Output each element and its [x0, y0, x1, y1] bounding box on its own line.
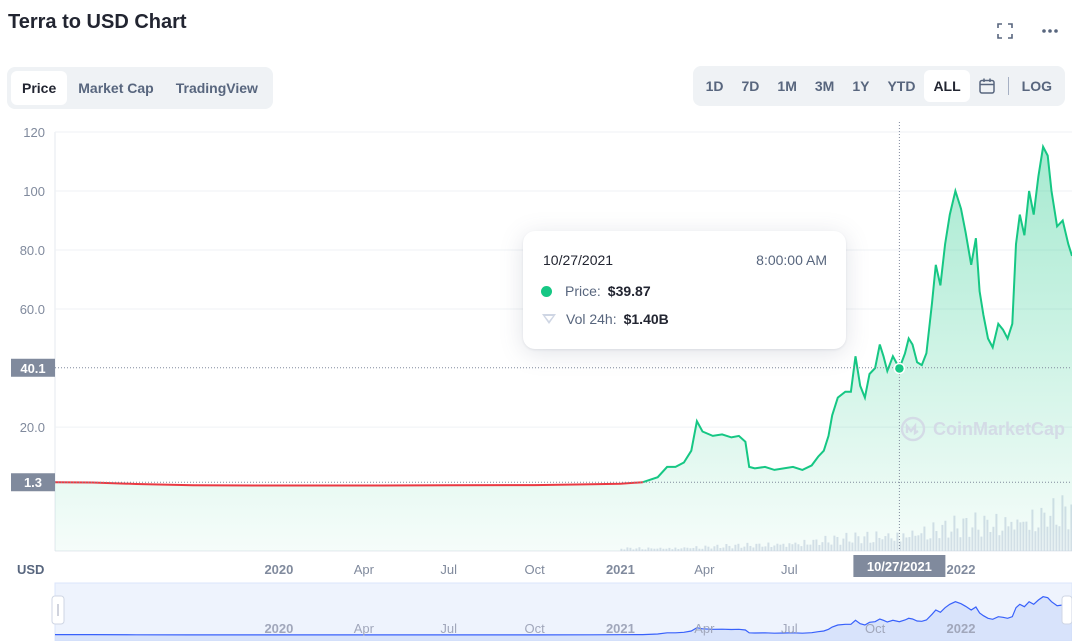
baseline-label-box [11, 473, 55, 492]
chart-type-tabs: Price Market Cap TradingView [7, 67, 273, 109]
volume-icon [542, 314, 556, 324]
tooltip-price-row: Price: $39.87 [541, 283, 651, 299]
tooltip-volume-label: Vol 24h: [566, 311, 617, 327]
tab-tradingview[interactable]: TradingView [175, 80, 258, 96]
price-tooltip: 10/27/2021 8:00:00 AM Price: $39.87 Vol … [523, 231, 846, 349]
hover-point [893, 362, 906, 375]
y-tick-label: 80.0 [20, 243, 45, 258]
log-toggle[interactable]: LOG [1021, 78, 1052, 94]
navigator-tick-label: Jul [781, 621, 798, 636]
navigator-tick-label: 2020 [264, 621, 293, 636]
x-axis: 2020 Apr Jul Oct 2021 Apr Jul 2022 USD 10/27/2021 [17, 555, 975, 577]
x-tick-label: 2022 [947, 562, 976, 577]
crosshair-price-label: 40.1 [20, 361, 45, 376]
tooltip-volume-value: $1.40B [623, 311, 669, 327]
navigator-tick-label: 2021 [606, 621, 635, 636]
navigator-tick-label: Oct [865, 621, 886, 636]
x-tick-label: Oct [524, 562, 545, 577]
tooltip-time: 8:00:00 AM [756, 252, 827, 268]
navigator-tick-label: Apr [694, 621, 715, 636]
tooltip-date: 10/27/2021 [543, 252, 614, 268]
fullscreen-icon[interactable] [992, 18, 1018, 44]
calendar-icon[interactable] [970, 70, 1004, 102]
price-area [55, 146, 1072, 552]
navigator-tick-label: Oct [524, 621, 545, 636]
range-navigator: 2020 Apr Jul Oct 2021 Apr Jul Oct 2022 [51, 582, 1072, 641]
tooltip-volume-row: Vol 24h: $1.40B [541, 311, 669, 327]
watermark-text: CoinMarketCap [933, 418, 1066, 439]
x-tick-label: Apr [694, 562, 715, 577]
navigator-tick-label: 2022 [947, 621, 976, 636]
x-tick-label: Jul [781, 562, 798, 577]
y-tick-label: 20.0 [20, 420, 45, 435]
tooltip-price-label: Price: [565, 283, 601, 299]
range-1m[interactable]: 1M [777, 78, 797, 94]
crosshair-date-label: 10/27/2021 [867, 559, 932, 574]
navigator-tick-label: Apr [354, 621, 375, 636]
tab-market-cap[interactable]: Market Cap [78, 80, 154, 96]
navigator-line [55, 596, 1072, 636]
x-tick-label: Jul [440, 562, 457, 577]
y-tick-label: 100 [23, 184, 45, 199]
page-title: Terra to USD Chart [8, 11, 187, 33]
crosshair-date-box [853, 555, 946, 577]
navigator-tick-label: Jul [440, 621, 457, 636]
time-range-selector: 1D 7D 1M 3M 1Y YTD ALL LOG [692, 66, 1065, 106]
x-tick-label: Apr [354, 562, 375, 577]
crosshair-price-label-box [11, 358, 55, 377]
range-ytd[interactable]: YTD [887, 78, 916, 94]
reference-lines: 1.3 40.1 [11, 122, 1072, 551]
range-divider [1007, 77, 1009, 95]
coinmarketcap-logo-icon [900, 416, 926, 442]
price-dot-icon [541, 285, 552, 297]
tooltip-price-value: $39.87 [607, 283, 651, 299]
range-all[interactable]: ALL [924, 70, 970, 102]
y-tick-label: 60.0 [20, 302, 45, 317]
navigator-handle-right [1061, 595, 1072, 625]
x-tick-label: 2020 [264, 562, 293, 577]
navigator-area [55, 596, 1072, 641]
x-tick-label: 2021 [606, 562, 635, 577]
price-chart[interactable]: 1.3 40.1 20.0 60.0 80.0 100 120 2020 Apr Jul Oct… [0, 118, 1072, 641]
range-3m[interactable]: 3M [814, 78, 835, 94]
y-axis: 20.0 60.0 80.0 100 120 [20, 125, 45, 435]
y-tick-label: 120 [23, 125, 45, 140]
range-7d[interactable]: 7D [741, 78, 760, 94]
tab-price[interactable]: Price [11, 71, 68, 105]
range-1y[interactable]: 1Y [852, 78, 870, 94]
y-axis-unit-label: USD [17, 562, 44, 577]
range-1d[interactable]: 1D [705, 78, 724, 94]
watermark: CoinMarketCap [900, 416, 1065, 442]
price-line-below-baseline [54, 481, 643, 487]
baseline-label: 1.3 [24, 475, 42, 490]
more-icon[interactable] [1037, 18, 1063, 44]
